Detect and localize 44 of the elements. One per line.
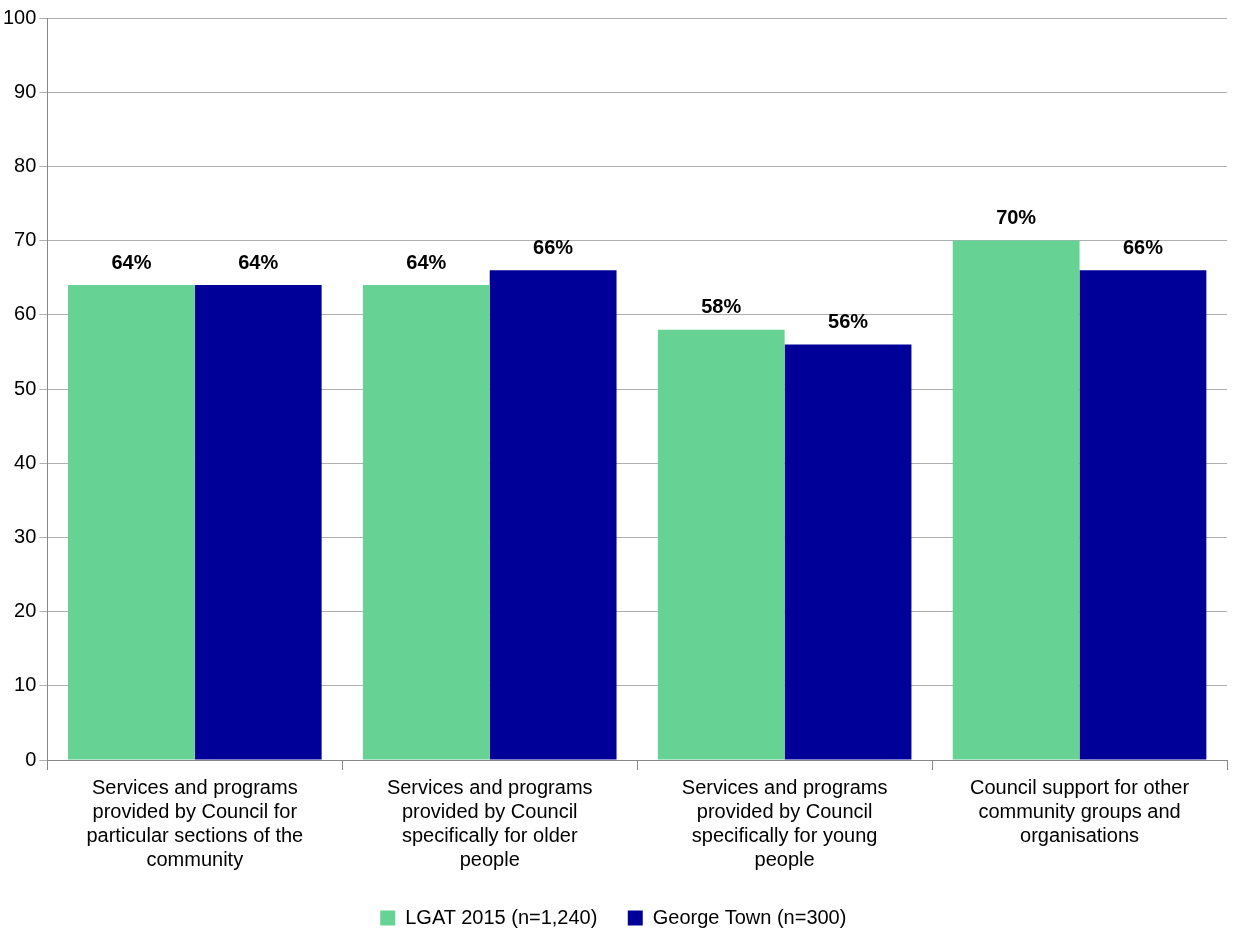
category-label: organisations: [1020, 823, 1140, 846]
y-tick-label: 30: [14, 524, 37, 547]
data-label: 64%: [406, 250, 447, 273]
legend-label: LGAT 2015 (n=1,240): [405, 905, 598, 928]
y-tick-label: 20: [14, 599, 37, 622]
category-label: Services and programs: [91, 775, 298, 798]
bar: [1079, 270, 1207, 760]
data-label: 56%: [828, 310, 869, 332]
data-label: 70%: [996, 206, 1037, 229]
bar: [68, 285, 195, 760]
y-tick-label: 100: [2, 5, 37, 28]
category-label: provided by Council: [401, 799, 578, 822]
bar: [952, 240, 1080, 760]
category-label: people: [754, 847, 815, 870]
y-tick-label: 70: [14, 228, 37, 251]
category-label: specifically for older: [401, 823, 578, 846]
data-label: 66%: [533, 235, 574, 258]
y-tick-label: 80: [14, 153, 37, 176]
category-label: Services and programs: [386, 775, 593, 798]
y-tick-label: 0: [25, 747, 37, 770]
category-label: community groups and: [978, 799, 1181, 822]
bar: [194, 285, 322, 760]
y-tick-label: 60: [14, 302, 37, 325]
category-label: particular sections of the: [86, 823, 304, 846]
y-tick-label: 10: [14, 673, 37, 696]
y-tick-label: 90: [14, 79, 37, 102]
category-label: Services and programs: [681, 775, 888, 798]
bar: [362, 285, 490, 760]
category-label: Council support for other: [970, 775, 1190, 798]
y-tick-label: 50: [14, 376, 37, 399]
y-tick-label: 40: [14, 450, 37, 473]
category-label: provided by Council for: [92, 799, 298, 822]
category-label: specifically for young: [691, 823, 878, 846]
bar: [489, 270, 617, 760]
bar: [784, 344, 912, 760]
bar: [657, 329, 785, 760]
data-label: 64%: [111, 250, 152, 273]
data-label: 66%: [1122, 235, 1164, 258]
data-label: 58%: [701, 295, 742, 318]
legend-label: George Town (n=300): [652, 905, 847, 928]
data-label: 64%: [238, 250, 279, 273]
category-label: community: [146, 847, 244, 870]
category-label: people: [459, 847, 520, 870]
category-label: provided by Council: [696, 799, 873, 822]
